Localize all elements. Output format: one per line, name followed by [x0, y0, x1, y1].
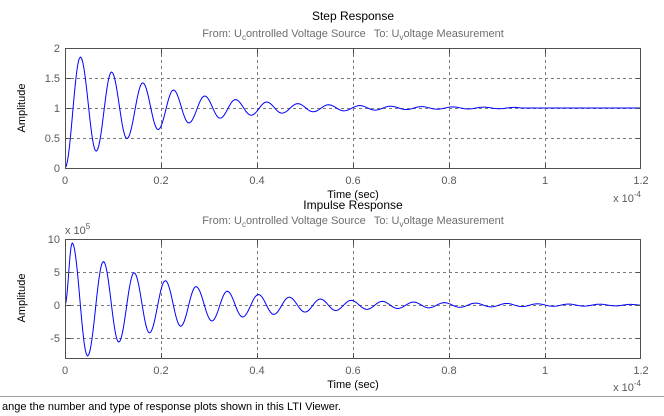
- multiplier-exponent: 5: [86, 222, 91, 231]
- x-tick-label: 0.6: [345, 365, 360, 377]
- subtitle-from-rest: ontrolled Voltage Source: [246, 215, 366, 227]
- step-response-subtitle: From: Ucontrolled Voltage Source To: Uvol…: [202, 28, 504, 42]
- impulse-x-tick-labels: 0 0.2 0.4 0.6 0.8 1 1.2: [62, 365, 649, 377]
- multiplier-base: x 10: [613, 193, 634, 205]
- x-tick-label: 0.2: [153, 175, 168, 187]
- impulse-response-subtitle: From: Ucontrolled Voltage Source To: Uvol…: [202, 215, 504, 229]
- subtitle-from-subscript: c: [242, 33, 246, 42]
- y-tick-label: -5: [50, 333, 60, 345]
- step-xlabel: Time (sec): [327, 189, 379, 201]
- multiplier-exponent: -4: [634, 190, 642, 199]
- y-tick-label: 1.5: [45, 73, 60, 85]
- y-tick-label: 0.5: [45, 133, 60, 145]
- impulse-y-tick-labels: -5 0 5 10: [48, 234, 60, 345]
- x-tick-label: 1: [542, 365, 548, 377]
- impulse-x-multiplier: x 10-4: [613, 379, 641, 394]
- x-tick-label: 0.4: [249, 175, 264, 187]
- x-tick-label: 0.8: [441, 175, 456, 187]
- step-x-multiplier: x 10-4: [613, 190, 641, 205]
- multiplier-base: x 10: [65, 225, 86, 237]
- subtitle-to-subscript: v: [400, 33, 404, 42]
- impulse-tick-marks: [66, 240, 641, 358]
- subtitle-to-rest: oltage Measurement: [404, 28, 504, 40]
- x-tick-label: 1.2: [633, 175, 648, 187]
- subtitle-to-label: To: U: [374, 215, 400, 227]
- y-tick-label: 1: [54, 103, 60, 115]
- status-bar: ange the number and type of response plo…: [0, 396, 664, 416]
- step-response-curve[interactable]: [65, 56, 641, 169]
- x-tick-label: 0.6: [345, 175, 360, 187]
- impulse-response-axes[interactable]: Impulse Response From: Ucontrolled Volta…: [16, 198, 649, 394]
- subtitle-to-subscript: v: [400, 220, 404, 229]
- impulse-y-multiplier: x 105: [65, 222, 91, 237]
- y-tick-label: 5: [54, 267, 60, 279]
- multiplier-base: x 10: [613, 382, 634, 394]
- multiplier-exponent: -4: [634, 379, 642, 388]
- subtitle-from-label: From: U: [202, 28, 242, 40]
- impulse-ylabel: Amplitude: [16, 274, 28, 323]
- x-tick-label: 1: [542, 175, 548, 187]
- x-tick-label: 0.2: [153, 365, 168, 377]
- x-tick-label: 0.8: [441, 365, 456, 377]
- step-tick-marks: [66, 49, 641, 168]
- x-tick-label: 0.4: [249, 365, 264, 377]
- subtitle-to-rest: oltage Measurement: [404, 215, 504, 227]
- status-text: ange the number and type of response plo…: [2, 401, 341, 413]
- x-tick-label: 1.2: [633, 365, 648, 377]
- impulse-response-curve[interactable]: [65, 242, 641, 357]
- subtitle-from-subscript: c: [242, 220, 246, 229]
- step-x-tick-labels: 0 0.2 0.4 0.6 0.8 1 1.2: [62, 175, 649, 187]
- step-y-tick-labels: 0 0.5 1 1.5 2: [45, 43, 60, 175]
- subtitle-from-label: From: U: [202, 215, 242, 227]
- y-tick-label: 0: [54, 300, 60, 312]
- x-tick-label: 0: [62, 175, 68, 187]
- step-ylabel: Amplitude: [16, 84, 28, 133]
- impulse-response-title: Impulse Response: [303, 198, 403, 212]
- y-tick-label: 0: [54, 163, 60, 175]
- subtitle-to-label: To: U: [374, 28, 400, 40]
- impulse-plot-frame: [65, 239, 641, 359]
- x-tick-label: 0: [62, 365, 68, 377]
- impulse-xlabel: Time (sec): [327, 379, 379, 391]
- subtitle-from-rest: ontrolled Voltage Source: [246, 28, 366, 40]
- y-tick-label: 2: [54, 43, 60, 55]
- y-tick-label: 10: [48, 234, 60, 246]
- step-response-title: Step Response: [312, 9, 394, 23]
- lti-viewer-plots: Step Response From: Ucontrolled Voltage …: [16, 9, 649, 394]
- step-response-axes[interactable]: Step Response From: Ucontrolled Voltage …: [16, 9, 649, 205]
